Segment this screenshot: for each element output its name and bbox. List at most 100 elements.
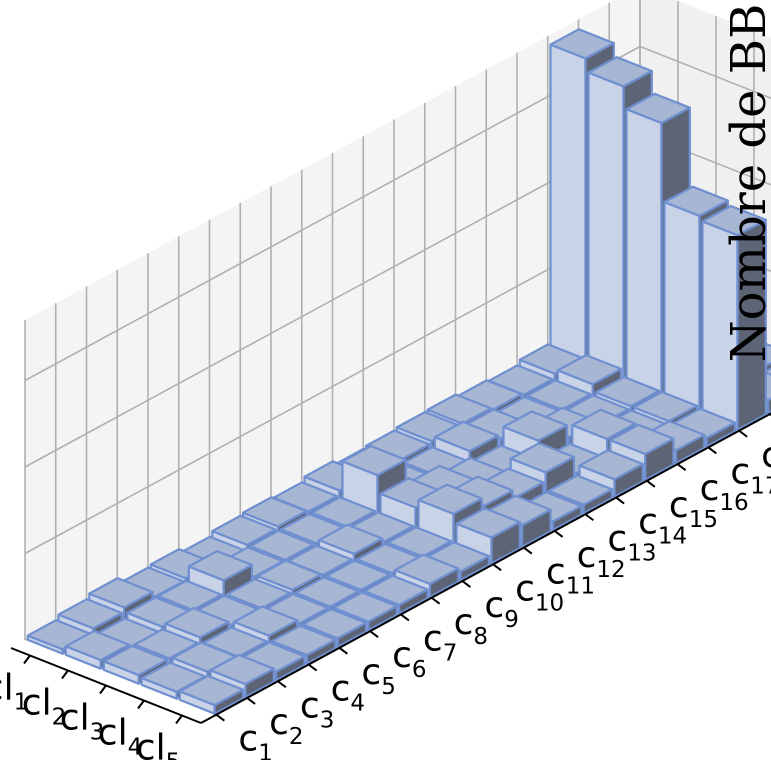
bar-top-face <box>525 379 592 411</box>
chart-bars <box>26 28 771 715</box>
bar-top-face <box>294 576 360 608</box>
c-tick-label: c17 <box>730 451 771 499</box>
bar-top-face <box>187 549 254 582</box>
c-tick-label: c14 <box>638 502 687 550</box>
bar-top-face <box>509 442 576 474</box>
bar-front-face <box>587 71 625 386</box>
bar-top-face <box>64 629 131 662</box>
c-tick <box>554 530 564 538</box>
z-axis-label: Nombre de BB <box>721 4 771 363</box>
bar-top-face <box>232 605 299 637</box>
grid-line-z <box>24 45 771 382</box>
c-tick-label: c3 <box>300 685 334 733</box>
c-tick <box>308 663 318 672</box>
bar-top-face <box>502 410 568 442</box>
cl-tick-label: cl3 <box>60 698 104 746</box>
bar-front-face <box>549 43 587 371</box>
c-tick-label: c15 <box>669 485 718 533</box>
c-tick-label: c7 <box>423 619 457 667</box>
bar-top-face <box>178 674 245 707</box>
bar-top-face <box>156 579 223 612</box>
bar-top-face <box>433 420 500 453</box>
bar-top-face <box>102 644 169 677</box>
c-tick <box>677 463 687 471</box>
c-tick <box>431 596 441 605</box>
bar-top-face <box>164 607 230 639</box>
c-axis-line <box>200 412 771 724</box>
chart-axes <box>10 412 771 725</box>
cl-tick <box>99 684 107 695</box>
c-tick <box>492 563 502 572</box>
bar-top-face <box>57 598 123 630</box>
cl-tick <box>175 714 183 725</box>
c-tick-label: c8 <box>454 602 488 650</box>
cl-tick <box>137 699 145 710</box>
bar-top-face <box>332 591 398 623</box>
bar <box>455 507 521 565</box>
c-tick-label: c2 <box>269 702 303 750</box>
c-tick-label: c16 <box>700 468 749 516</box>
c-tick-label: c9 <box>484 585 518 633</box>
c-tick <box>246 697 256 705</box>
c-tick <box>215 713 225 722</box>
c-tick-label: c10 <box>515 568 564 616</box>
c-tick <box>277 680 287 689</box>
bar-top-face <box>426 393 492 425</box>
bar-top-face <box>609 423 675 456</box>
c-tick-label: c13 <box>607 518 656 566</box>
c-tick <box>338 647 348 655</box>
bar-top-face <box>393 553 460 586</box>
bar-top-face <box>256 559 322 592</box>
bar-top-face <box>587 56 653 88</box>
bar-front-face <box>625 108 663 401</box>
c-tick-label: c18 <box>761 435 771 483</box>
cl-tick <box>61 669 69 680</box>
bar-front-face <box>663 201 701 416</box>
c-tick-label: c12 <box>577 535 626 583</box>
c-tick <box>369 630 379 638</box>
bar-top-face <box>386 526 453 558</box>
bar-top-face <box>625 92 691 125</box>
bar-top-face <box>571 408 637 441</box>
bar-top-face <box>701 204 767 237</box>
bar-top-face <box>632 390 699 423</box>
bar-top-face <box>556 354 623 386</box>
bar-top-face <box>241 496 308 528</box>
c-tick-label: c1 <box>238 719 272 760</box>
c-tick-label: c11 <box>546 552 595 600</box>
bar-top-face <box>455 507 521 539</box>
chart-labels: cl1cl2cl3cl4cl5c1c2c3c4c5c6c7c8c9c10c11c… <box>0 435 771 760</box>
bar-top-face <box>209 653 275 686</box>
bar-top-face <box>301 607 368 640</box>
c-tick <box>400 613 410 622</box>
c-tick <box>615 496 625 505</box>
bar-top-face <box>249 529 315 562</box>
bar-top-face <box>211 514 277 547</box>
c-tick <box>523 546 533 555</box>
cl-tick-label: cl2 <box>22 683 66 731</box>
bar <box>178 674 245 715</box>
cl-tick <box>23 654 31 665</box>
bar-top-face <box>225 577 292 610</box>
bar-top-face <box>417 483 483 515</box>
bar-top-face <box>325 559 391 592</box>
bar-top-face <box>310 496 377 528</box>
c-tick <box>738 429 748 438</box>
c-tick-label: c5 <box>361 652 395 700</box>
c-tick <box>461 580 471 588</box>
bar-top-face <box>594 375 661 408</box>
bar-top-face <box>88 577 154 609</box>
bar-top-face <box>317 523 384 556</box>
bar-top-face <box>549 28 615 60</box>
bar-top-face <box>363 574 429 607</box>
bar-top-face <box>341 444 407 477</box>
c-tick <box>646 480 656 488</box>
bar-top-face <box>270 624 337 657</box>
c-tick <box>707 446 717 455</box>
cl-tick-label: cl5 <box>136 728 180 760</box>
cl-tick-label: cl1 <box>0 668 28 716</box>
bar-top-face <box>547 474 614 506</box>
c-tick-label: c6 <box>392 635 426 683</box>
bar-top-face <box>578 449 644 481</box>
